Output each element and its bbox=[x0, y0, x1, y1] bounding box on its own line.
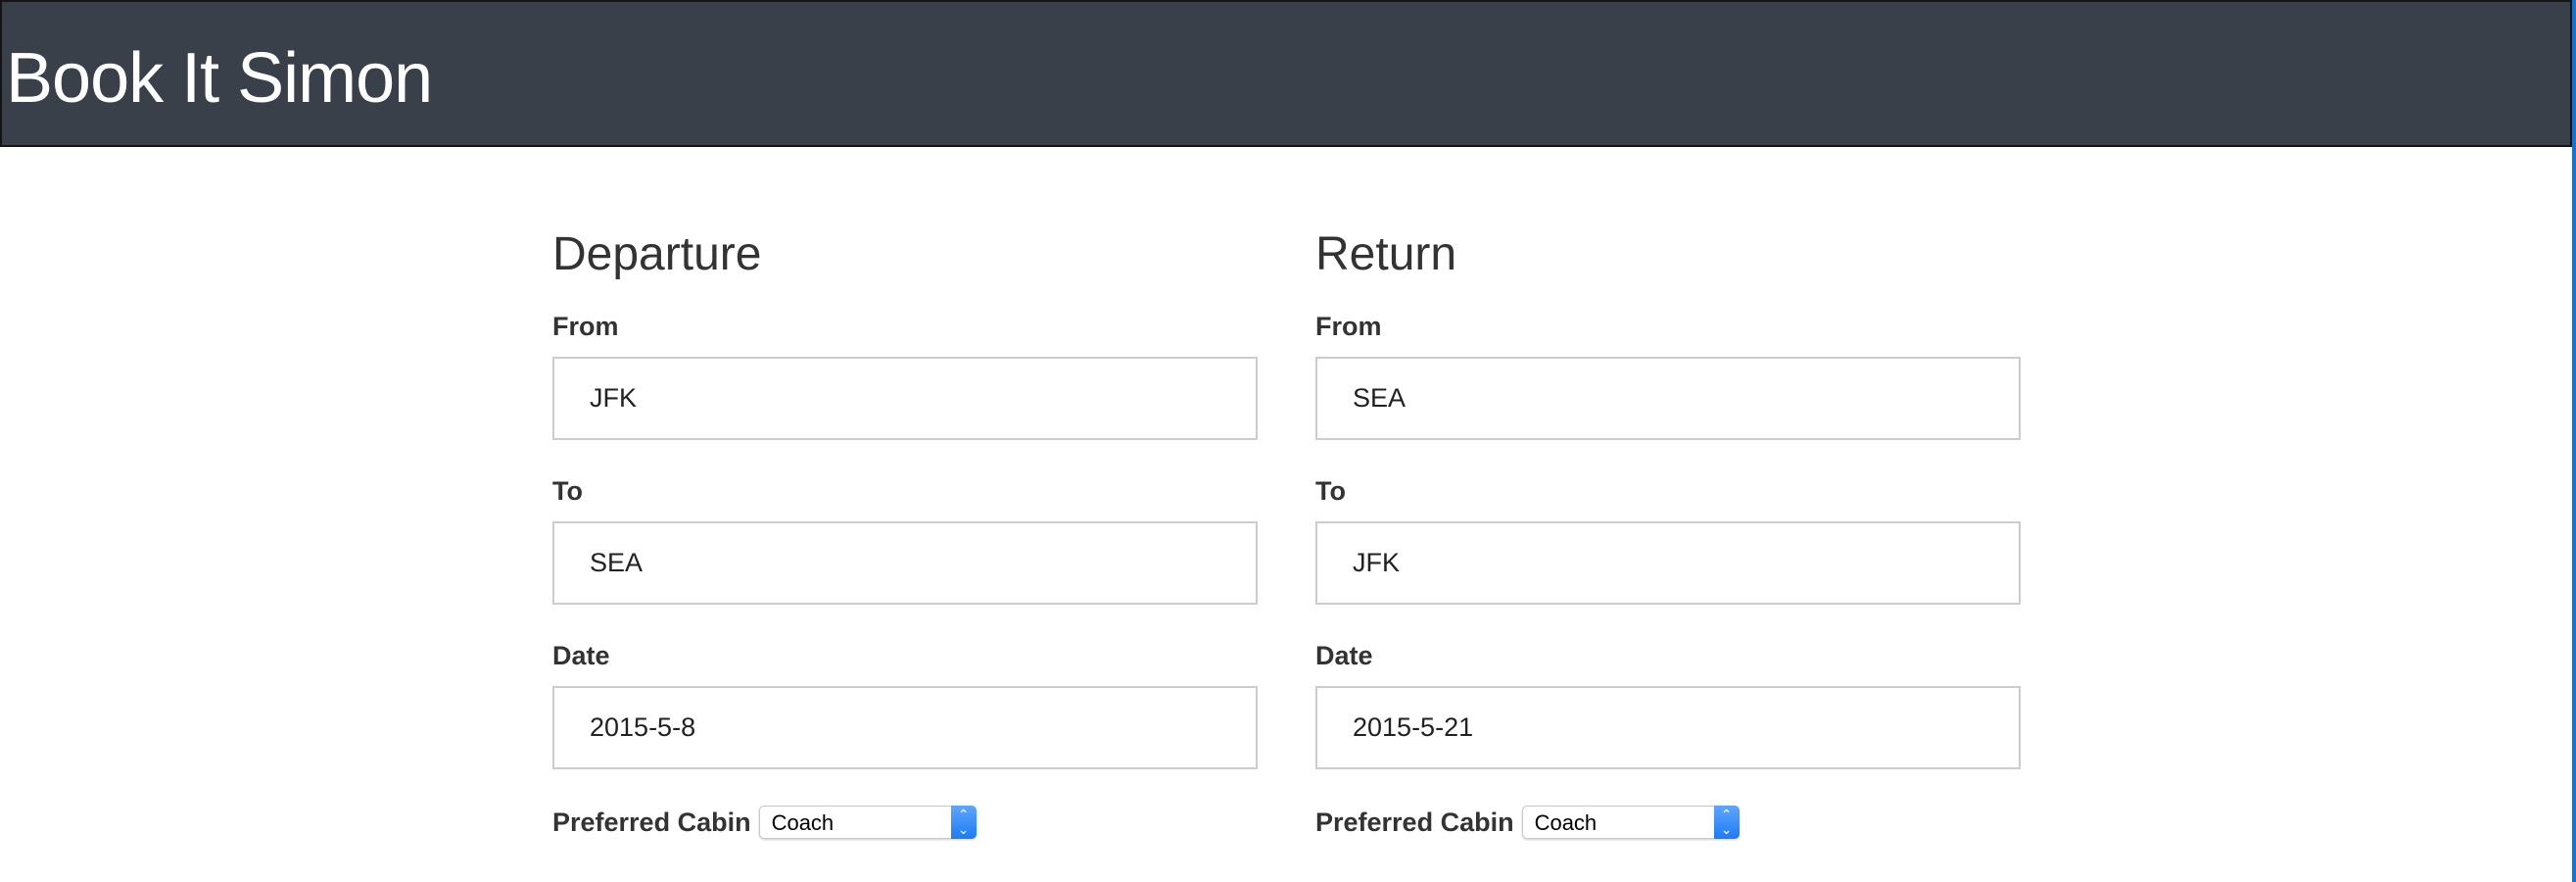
return-cabin-row: Preferred Cabin Coach ⌃ ⌄ bbox=[1315, 806, 1740, 839]
departure-date-label: Date bbox=[552, 641, 610, 670]
departure-date-input[interactable]: 2015-5-8 bbox=[552, 686, 1258, 769]
return-cabin-value: Coach bbox=[1534, 810, 1598, 835]
app-title: Book It Simon bbox=[6, 39, 433, 118]
departure-cabin-row: Preferred Cabin Coach ⌃ ⌄ bbox=[552, 806, 977, 839]
return-from-input[interactable]: SEA bbox=[1315, 357, 2021, 440]
departure-cabin-select[interactable]: Coach ⌃ ⌄ bbox=[758, 806, 977, 839]
departure-cabin-label: Preferred Cabin bbox=[552, 807, 751, 837]
chevron-up-down-icon: ⌃ ⌄ bbox=[1713, 806, 1740, 839]
window-edge bbox=[2572, 0, 2576, 882]
return-cabin-label: Preferred Cabin bbox=[1315, 807, 1514, 837]
departure-to-input[interactable]: SEA bbox=[552, 521, 1258, 605]
return-to-label: To bbox=[1315, 476, 1346, 506]
chevron-up-down-icon: ⌃ ⌄ bbox=[950, 806, 977, 839]
departure-from-input[interactable]: JFK bbox=[552, 357, 1258, 440]
return-heading: Return bbox=[1315, 228, 1457, 280]
departure-cabin-value: Coach bbox=[771, 810, 835, 835]
departure-heading: Departure bbox=[552, 228, 762, 280]
return-date-label: Date bbox=[1315, 641, 1373, 670]
departure-from-label: From bbox=[552, 312, 619, 341]
return-to-input[interactable]: JFK bbox=[1315, 521, 2021, 605]
return-cabin-select[interactable]: Coach ⌃ ⌄ bbox=[1521, 806, 1740, 839]
departure-to-label: To bbox=[552, 476, 583, 506]
return-date-input[interactable]: 2015-5-21 bbox=[1315, 686, 2021, 769]
return-from-label: From bbox=[1315, 312, 1382, 341]
app-header: Book It Simon bbox=[0, 0, 2572, 147]
